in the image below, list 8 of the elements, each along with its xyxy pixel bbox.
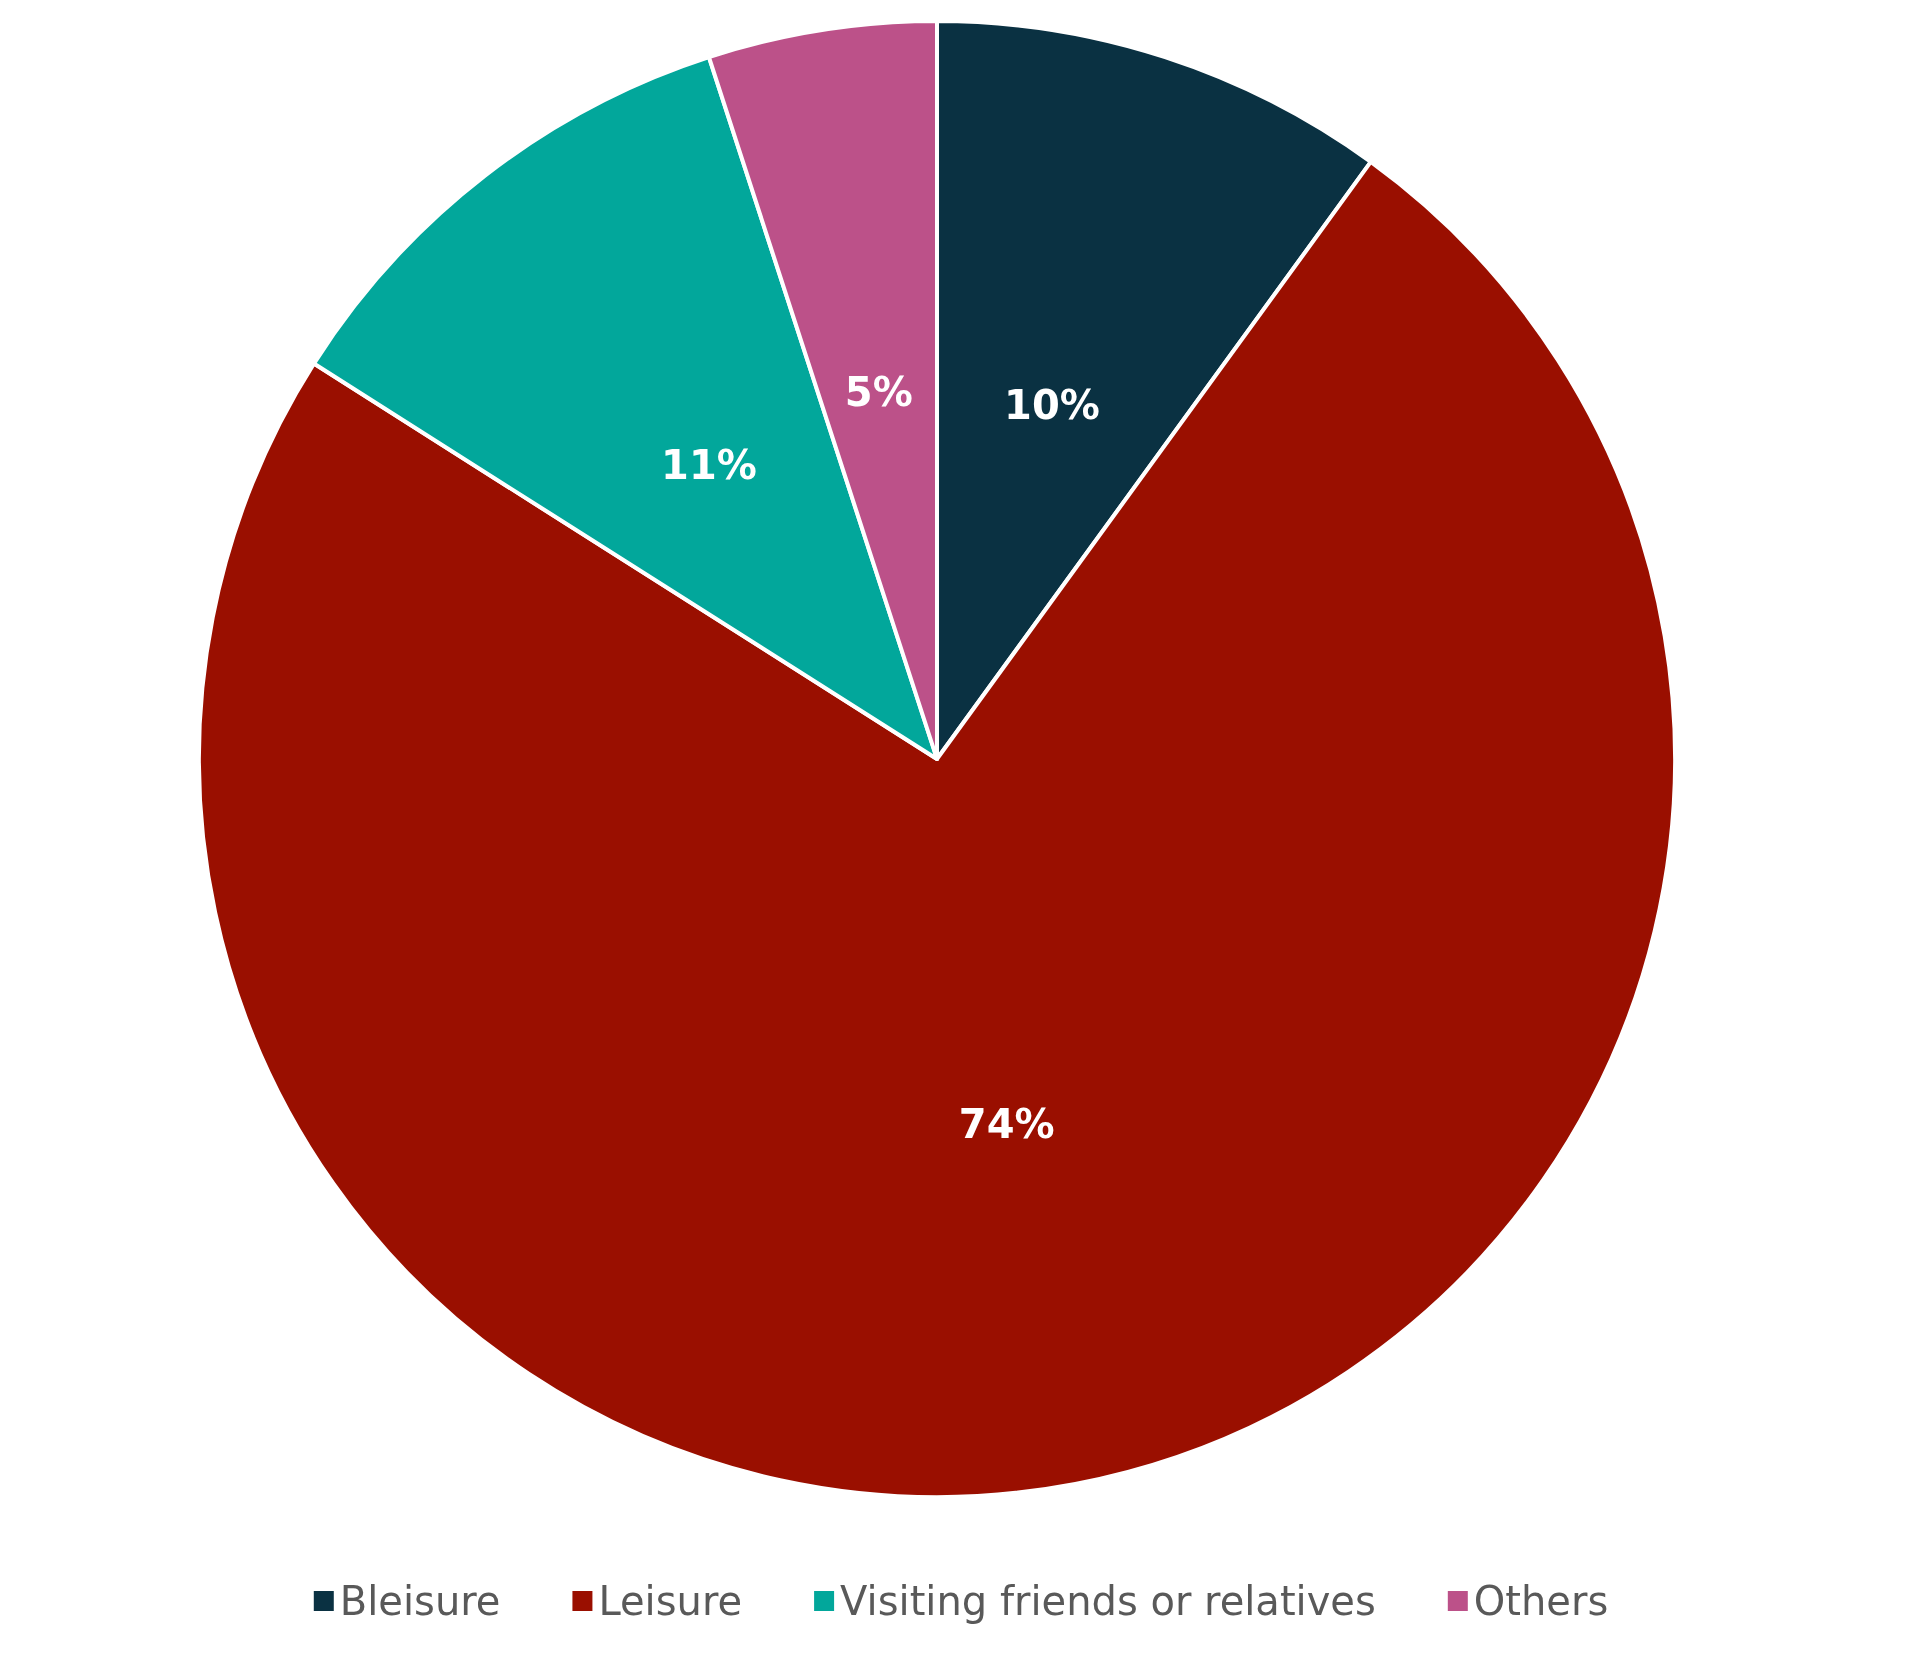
data-label: 5% [844, 368, 913, 415]
legend-label: Visiting friends or relatives [840, 1578, 1376, 1624]
data-label: 11% [661, 442, 757, 489]
data-label: 74% [958, 1101, 1055, 1148]
legend-label: Leisure [598, 1578, 743, 1624]
legend-label: Bleisure [339, 1578, 501, 1624]
legend-label: Others [1473, 1578, 1609, 1624]
data-label: 10% [1004, 382, 1100, 429]
